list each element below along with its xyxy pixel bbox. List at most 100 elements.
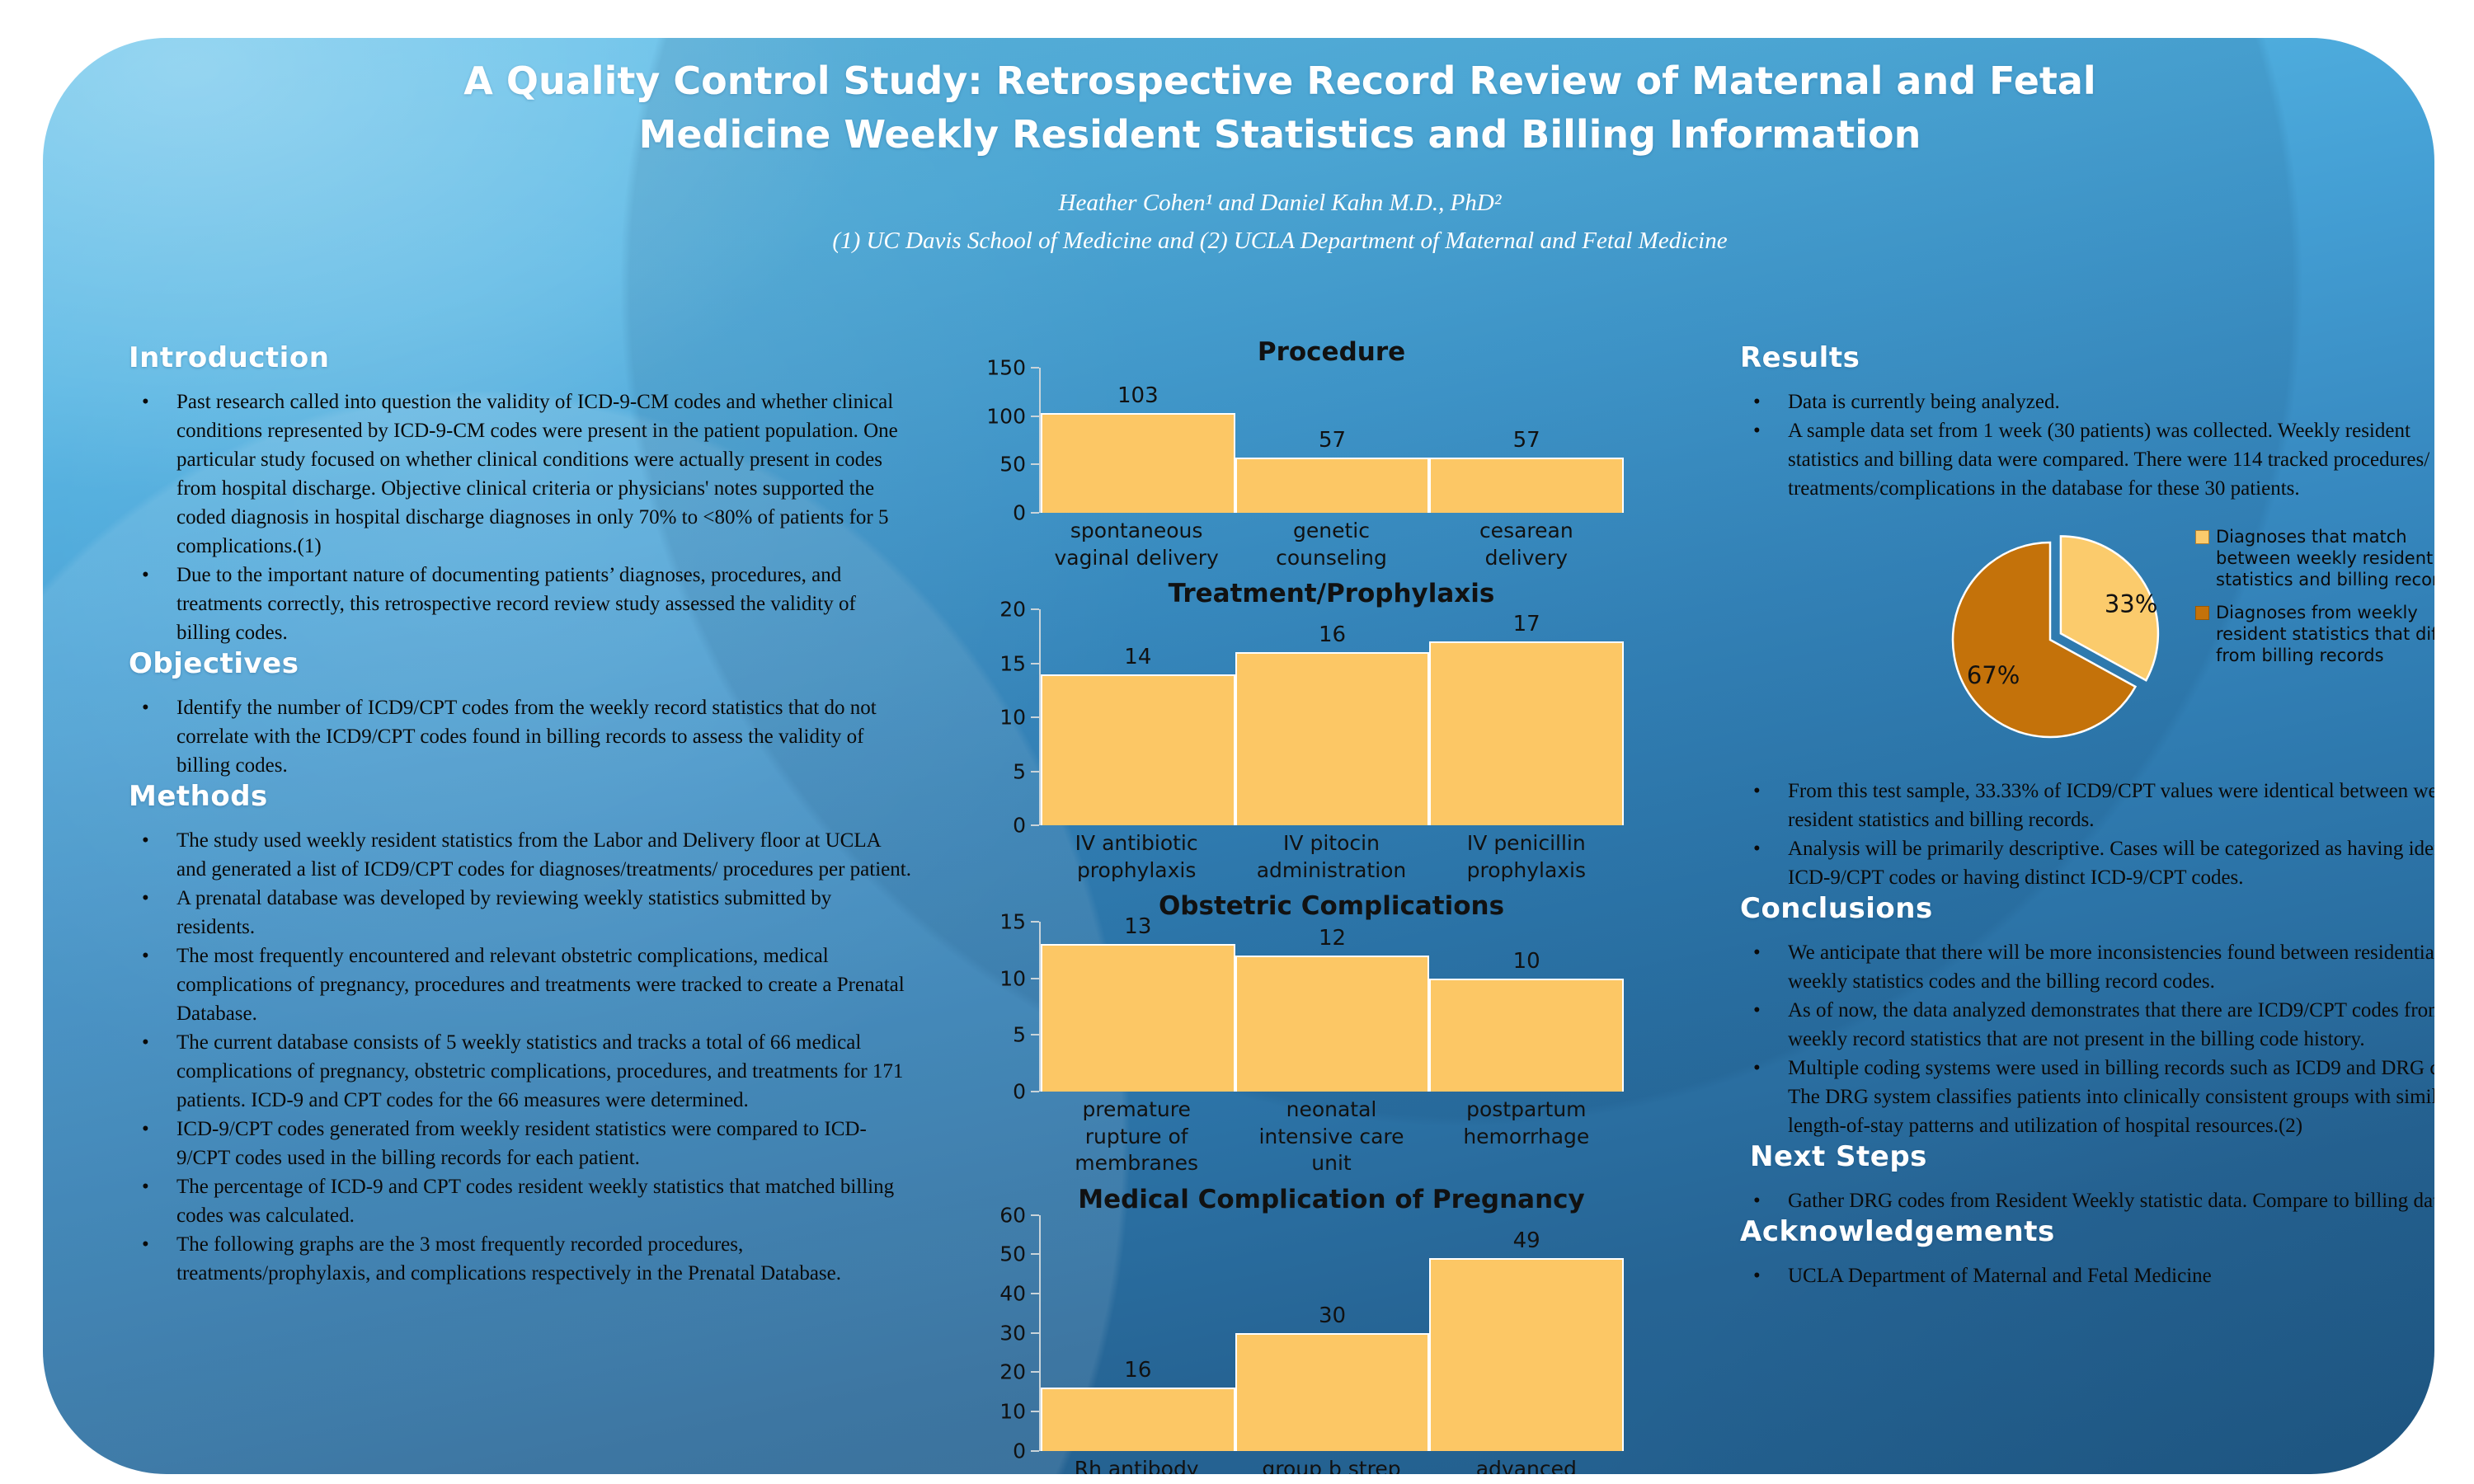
- bullet-item: A prenatal database was developed by rev…: [129, 884, 912, 942]
- category-label-text: group b strep positive status: [1262, 1456, 1401, 1475]
- y-tick-mark: [1031, 977, 1039, 979]
- category-label: postpartum hemorrhage: [1429, 1097, 1624, 1177]
- results-bullets-bottom: From this test sample, 33.33% of ICD9/CP…: [1740, 777, 2434, 892]
- y-tick-mark: [1031, 824, 1039, 826]
- left-column: Introduction Past research called into q…: [129, 341, 912, 1288]
- bar-value-label: 57: [1318, 428, 1347, 453]
- y-tick-label: 50: [999, 1242, 1026, 1266]
- y-tick-label: 0: [1013, 1079, 1026, 1104]
- bar-value-label: 12: [1318, 926, 1347, 951]
- category-label: neonatal intensive care unit: [1234, 1097, 1428, 1177]
- poster-title-line2: Medicine Weekly Resident Statistics and …: [638, 112, 1921, 157]
- bar-value-label: 10: [1512, 948, 1540, 974]
- bar: [1235, 652, 1430, 825]
- y-tick-mark: [1031, 716, 1039, 718]
- bullet-item: As of now, the data analyzed demonstrate…: [1740, 996, 2434, 1054]
- legend-item: Diagnoses from weekly resident statistic…: [2195, 602, 2434, 666]
- bullet-item: The most frequently encountered and rele…: [129, 942, 912, 1028]
- category-label: Rh antibody negative: [1039, 1456, 1234, 1475]
- bar-column: 49: [1429, 1215, 1625, 1451]
- poster-background: A Quality Control Study: Retrospective R…: [43, 38, 2434, 1474]
- bullet-item: ICD-9/CPT codes generated from weekly re…: [129, 1115, 912, 1172]
- legend-item: Diagnoses that match between weekly resi…: [2195, 526, 2434, 590]
- bullet-item: Gather DRG codes from Resident Weekly st…: [1740, 1186, 2434, 1215]
- y-tick-mark: [1031, 367, 1039, 369]
- chart-title: Treatment/Prophylaxis: [1168, 579, 1495, 608]
- pie-slice: [1951, 541, 2138, 739]
- acknowledgements-heading: Acknowledgements: [1740, 1215, 2055, 1248]
- match-pie-chart: 33% 67%: [1951, 535, 2160, 739]
- authors: Heather Cohen¹ and Daniel Kahn M.D., PhD…: [1058, 189, 1502, 216]
- chart-title: Medical Complication of Pregnancy: [1078, 1184, 1585, 1214]
- conclusions-bullets: We anticipate that there will be more in…: [1740, 938, 2434, 1140]
- category-label-text: IV penicillin prophylaxis: [1466, 831, 1587, 882]
- category-label: genetic counseling: [1234, 518, 1428, 571]
- y-tick-mark: [1031, 1410, 1039, 1412]
- category-label-text: Rh antibody negative: [1074, 1456, 1199, 1475]
- bar-column: 16: [1041, 1215, 1235, 1451]
- treatment-prophylaxis-bar-chart: Treatment/Prophylaxis 20 15 10 5 0 14 16 17 IV …: [985, 578, 1625, 884]
- introduction-heading: Introduction: [129, 341, 330, 374]
- bar: [1041, 1388, 1235, 1451]
- y-tick-mark: [1031, 512, 1039, 514]
- bullet-item: Due to the important nature of documenti…: [129, 561, 912, 647]
- y-tick-label: 5: [1013, 1022, 1026, 1047]
- bar-column: 10: [1429, 922, 1625, 1092]
- y-tick-mark: [1031, 415, 1039, 417]
- bar: [1235, 956, 1430, 1092]
- y-tick-label: 10: [999, 966, 1026, 991]
- acknowledgements-bullets: UCLA Department of Maternal and Fetal Me…: [1740, 1261, 2434, 1290]
- bar-column: 16: [1235, 609, 1430, 825]
- bar-column: 57: [1235, 368, 1430, 513]
- bar-value-label: 17: [1512, 612, 1540, 637]
- category-label: group b strep positive status: [1234, 1456, 1428, 1475]
- y-tick-mark: [1031, 1292, 1039, 1294]
- bullet-item: Multiple coding systems were used in bil…: [1740, 1054, 2434, 1140]
- y-tick-mark: [1031, 1331, 1039, 1334]
- chart-title: Procedure: [1257, 337, 1406, 367]
- legend-text: Diagnoses from weekly resident statistic…: [2216, 603, 2434, 666]
- y-tick-label: 100: [986, 404, 1026, 429]
- methods-bullets: The study used weekly resident statistic…: [129, 826, 912, 1288]
- bullet-item: We anticipate that there will be more in…: [1740, 938, 2434, 996]
- category-label-text: cesarean delivery: [1479, 519, 1573, 570]
- category-label-text: premature rupture of membranes: [1075, 1097, 1199, 1175]
- category-label-text: IV antibiotic prophylaxis: [1075, 831, 1198, 882]
- y-tick-label: 5: [1013, 759, 1026, 783]
- next-steps-heading: Next Steps: [1750, 1140, 1927, 1173]
- medical-complication-bar-chart: Medical Complication of Pregnancy 60 50 40…: [985, 1184, 1625, 1475]
- results-bullets-top: Data is currently being analyzed.A sampl…: [1740, 387, 2434, 503]
- category-label: IV antibiotic prophylaxis: [1039, 830, 1234, 884]
- category-label-text: neonatal intensive care unit: [1258, 1097, 1404, 1175]
- objectives-heading: Objectives: [129, 647, 299, 680]
- next-steps-bullets: Gather DRG codes from Resident Weekly st…: [1740, 1186, 2434, 1215]
- bar: [1235, 1332, 1430, 1451]
- bar: [1429, 641, 1625, 825]
- poster-title-line1: A Quality Control Study: Retrospective R…: [463, 59, 2096, 103]
- match-pie-block: 33% 67% Diagnoses that match between week…: [1740, 514, 2434, 762]
- bar-column: 30: [1235, 1215, 1430, 1451]
- bullet-item: The study used weekly resident statistic…: [129, 826, 912, 884]
- bar: [1041, 674, 1235, 825]
- y-tick-mark: [1031, 1371, 1039, 1374]
- category-label-text: genetic counseling: [1276, 519, 1387, 570]
- bar-value-label: 13: [1124, 914, 1152, 940]
- pie-legend: Diagnoses that match between weekly resi…: [2195, 514, 2434, 762]
- category-label: IV pitocin administration: [1234, 830, 1428, 884]
- category-label-text: advanced maternal age: [1475, 1456, 1577, 1475]
- bar-value-label: 103: [1117, 383, 1159, 409]
- legend-text: Diagnoses that match between weekly resi…: [2216, 527, 2434, 590]
- bar-value-label: 49: [1512, 1228, 1540, 1253]
- category-label-text: IV pitocin administration: [1256, 831, 1407, 882]
- pie-slice: [2059, 535, 2160, 682]
- bar-column: 57: [1429, 368, 1625, 513]
- y-tick-label: 60: [999, 1203, 1026, 1227]
- bar-value-label: 14: [1124, 644, 1152, 669]
- byline: Heather Cohen¹ and Daniel Kahn M.D., PhD…: [290, 184, 2269, 261]
- bullet-item: UCLA Department of Maternal and Fetal Me…: [1740, 1261, 2434, 1290]
- y-tick-mark: [1031, 1091, 1039, 1092]
- legend-swatch: [2195, 530, 2209, 544]
- y-tick-label: 15: [999, 909, 1026, 934]
- y-tick-mark: [1031, 1214, 1039, 1216]
- y-tick-label: 50: [999, 452, 1026, 477]
